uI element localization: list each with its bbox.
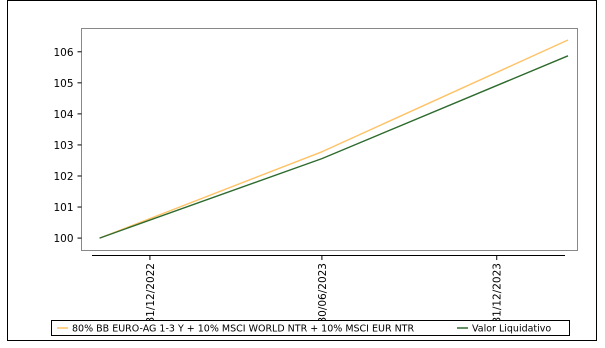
y-axis: 100 101 102 103 104 105 106 <box>53 47 82 245</box>
legend-label-benchmark: 80% BB EURO-AG 1-3 Y + 10% MSCI WORLD NT… <box>72 324 414 335</box>
legend-label-nav: Valor Liquidativo <box>472 324 551 335</box>
x-tick-label: 31/12/2022 <box>145 263 157 324</box>
x-axis: 31/12/2022 30/06/2023 31/12/2023 <box>92 255 565 324</box>
x-tick-label: 31/12/2023 <box>492 263 504 324</box>
legend-box <box>51 320 570 336</box>
series-layer <box>99 39 569 239</box>
y-tick-label: 105 <box>53 78 73 90</box>
x-tick-label: 30/06/2023 <box>317 263 329 324</box>
plot-area-border <box>81 28 578 251</box>
y-tick-label: 104 <box>53 109 73 121</box>
y-tick-label: 103 <box>53 140 73 152</box>
series-line-benchmark <box>99 39 569 239</box>
legend: 80% BB EURO-AG 1-3 Y + 10% MSCI WORLD NT… <box>51 320 570 336</box>
figure-border <box>7 0 597 341</box>
y-tick-label: 106 <box>53 47 73 59</box>
series-line-nav <box>99 55 569 239</box>
y-tick-label: 102 <box>53 171 73 183</box>
y-tick-label: 101 <box>53 202 73 214</box>
y-tick-label: 100 <box>53 233 73 245</box>
